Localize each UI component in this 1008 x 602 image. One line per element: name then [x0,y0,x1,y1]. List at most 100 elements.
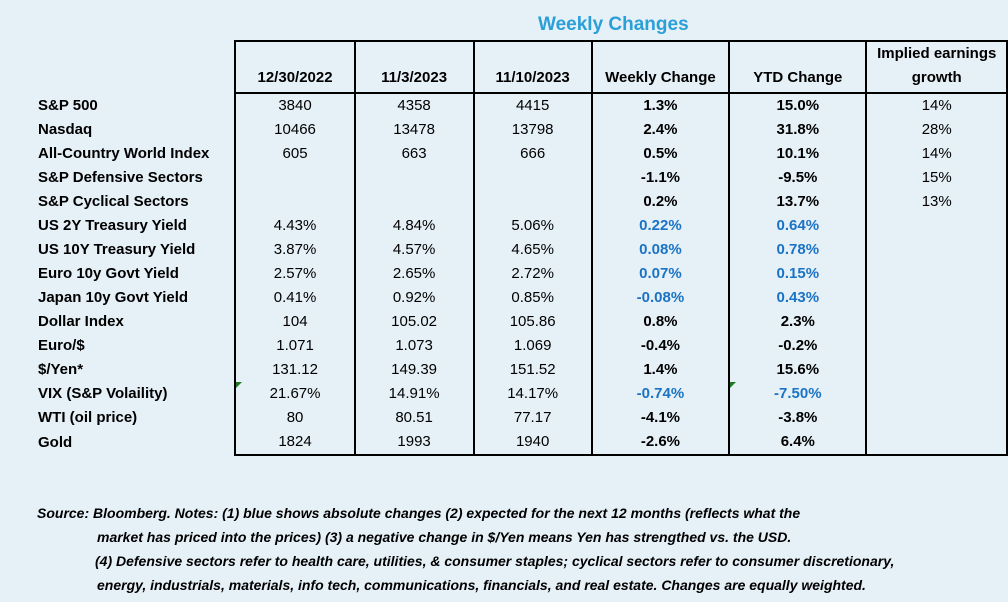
value-ytd-change: 13.7% [728,190,867,214]
row-label: Euro 10y Govt Yield [38,265,179,282]
value-date-1 [234,166,355,190]
table-row: VIX (S&P Volaility) 21.67% 14.91% 14.17% -0.… [34,382,1008,406]
value-date-1: 21.67% [234,382,355,406]
table-row: All-Country World Index 605 663 666 0.5% 10.1… [34,142,1008,166]
value-weekly-change: 0.08% [590,238,730,262]
value-weekly-change: 1.3% [590,92,730,118]
value-ytd-change: 0.15% [728,262,867,286]
value-ytd-change: 2.3% [728,310,867,334]
value-weekly-change: 2.4% [590,118,730,142]
value-date-2: 14.91% [353,382,474,406]
table-row: S&P Defensive Sectors -1.1% -9.5% 15% [34,166,1008,190]
value-ytd-change: 0.78% [728,238,867,262]
value-weekly-change: 0.07% [590,262,730,286]
table-row: Nasdaq 10466 13478 13798 2.4% 31.8% 28% [34,118,1008,142]
table-row: Euro 10y Govt Yield 2.57% 2.65% 2.72% 0.07% 0… [34,262,1008,286]
row-label: Gold [38,433,73,451]
value-weekly-change: 0.5% [590,142,730,166]
value-date-2 [353,190,474,214]
table-row: Japan 10y Govt Yield 0.41% 0.92% 0.85% -0.08… [34,286,1008,310]
value-date-3: 151.52 [472,358,592,382]
value-ytd-change: 31.8% [728,118,867,142]
value-date-3: 5.06% [472,214,592,238]
value-ytd-change: 6.4% [728,430,867,456]
value-date-2: 0.92% [353,286,474,310]
table-row: S&P 500 3840 4358 4415 1.3% 15.0% 14% [34,92,1008,118]
value-ytd-change: 15.0% [728,92,867,118]
value-date-1: 104 [234,310,355,334]
value-date-1: 1.071 [234,334,355,358]
value-weekly-change: -4.1% [590,406,730,430]
value-date-3: 4415 [472,92,592,118]
value-weekly-change: -2.6% [590,430,730,456]
value-implied-earnings: 14% [865,92,1008,118]
value-ytd-change: -9.5% [728,166,867,190]
header-weekly-change: Weekly Change [590,40,730,93]
value-implied-earnings [865,430,1008,456]
value-date-1: 3.87% [234,238,355,262]
value-date-3: 14.17% [472,382,592,406]
row-label: S&P Defensive Sectors [38,169,203,186]
value-implied-earnings [865,382,1008,406]
value-date-2: 1993 [353,430,474,456]
value-implied-earnings: 13% [865,190,1008,214]
value-date-2: 13478 [353,118,474,142]
value-ytd-change: 0.64% [728,214,867,238]
value-date-3: 77.17 [472,406,592,430]
row-label: All-Country World Index [38,145,210,162]
value-implied-earnings [865,334,1008,358]
value-weekly-change: 0.8% [590,310,730,334]
table-row: S&P Cyclical Sectors 0.2% 13.7% 13% [34,190,1008,214]
value-implied-earnings [865,358,1008,382]
value-date-1: 80 [234,406,355,430]
value-date-2: 4.57% [353,238,474,262]
table-row: Gold 1824 1993 1940 -2.6% 6.4% [34,430,1008,456]
row-label: Dollar Index [38,313,124,330]
value-date-1 [234,190,355,214]
value-ytd-change: 0.43% [728,286,867,310]
value-date-3: 0.85% [472,286,592,310]
value-implied-earnings: 15% [865,166,1008,190]
value-ytd-change: -7.50% [728,382,867,406]
value-date-3 [472,166,592,190]
value-date-1: 10466 [234,118,355,142]
value-date-2: 149.39 [353,358,474,382]
row-label: $/Yen* [38,361,84,378]
value-date-1: 1824 [234,430,355,456]
value-ytd-change: -3.8% [728,406,867,430]
header-ytd-change: YTD Change [728,40,867,93]
value-date-3: 4.65% [472,238,592,262]
page-title: Weekly Changes [538,14,689,35]
value-date-2: 2.65% [353,262,474,286]
value-weekly-change: -0.08% [590,286,730,310]
value-weekly-change: -0.74% [590,382,730,406]
value-date-1: 3840 [234,92,355,118]
value-date-3: 1940 [472,430,592,456]
value-ytd-change: 15.6% [728,358,867,382]
value-date-3: 105.86 [472,310,592,334]
row-label: S&P 500 [38,96,98,114]
value-implied-earnings [865,286,1008,310]
row-label: S&P Cyclical Sectors [38,193,189,210]
value-implied-earnings [865,406,1008,430]
header-implied-earnings: Implied earnings growth [865,40,1008,93]
value-date-2: 4.84% [353,214,474,238]
value-implied-earnings [865,214,1008,238]
header-row: 12/30/2022 11/3/2023 11/10/2023 Weekly C… [34,40,1008,93]
row-label: WTI (oil price) [38,409,138,426]
value-implied-earnings [865,238,1008,262]
value-date-3: 666 [472,142,592,166]
header-date-1: 12/30/2022 [234,40,355,93]
row-label: Euro/$ [38,337,85,354]
row-label: Nasdaq [38,121,93,138]
value-implied-earnings: 28% [865,118,1008,142]
value-date-1: 2.57% [234,262,355,286]
value-weekly-change: -0.4% [590,334,730,358]
value-date-1: 0.41% [234,286,355,310]
value-implied-earnings [865,262,1008,286]
table-row: US 2Y Treasury Yield 4.43% 4.84% 5.06% 0.22%… [34,214,1008,238]
table-row: US 10Y Treasury Yield 3.87% 4.57% 4.65% 0.08… [34,238,1008,262]
footnote-line: Source: Bloomberg. Notes: (1) blue shows… [37,505,801,521]
footnote-line: (4) Defensive sectors refer to health ca… [95,553,895,569]
value-implied-earnings [865,310,1008,334]
